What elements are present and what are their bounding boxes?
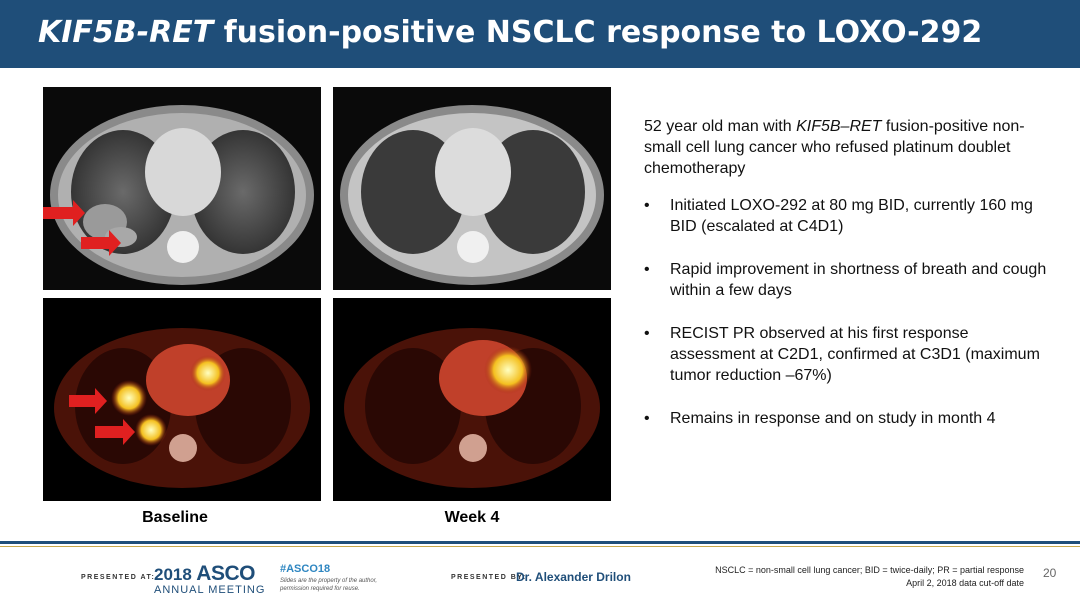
- ct-scan-week4: [333, 87, 611, 290]
- title-rest: fusion-positive NSCLC response to LOXO-2…: [213, 15, 983, 50]
- pet-scan-baseline: [43, 298, 321, 501]
- case-bullet: Remains in response and on study in mont…: [644, 408, 1054, 429]
- meeting-org: ASCO: [196, 562, 255, 585]
- case-bullet: RECIST PR observed at his first response…: [644, 323, 1054, 386]
- title-bar: KIF5B-RET fusion-positive NSCLC response…: [0, 0, 1080, 68]
- case-intro: 52 year old man with KIF5B–RET fusion-po…: [644, 116, 1054, 179]
- intro-gene-fusion: KIF5B–RET: [796, 118, 882, 135]
- case-bullet-list: Initiated LOXO-292 at 80 mg BID, current…: [644, 195, 1054, 429]
- ct-scan-baseline: [43, 87, 321, 290]
- case-bullet: Initiated LOXO-292 at 80 mg BID, current…: [644, 195, 1054, 237]
- slide-title: KIF5B-RET fusion-positive NSCLC response…: [38, 12, 982, 54]
- case-summary: 52 year old man with KIF5B–RET fusion-po…: [644, 116, 1054, 451]
- presented-at-label: PRESENTED AT:: [81, 574, 156, 581]
- intro-text-2: fusion-positive non-small cell lung canc…: [644, 118, 1025, 177]
- slide-ownership-note: Slides are the property of the author, p…: [280, 578, 378, 592]
- title-gene-fusion: KIF5B-RET: [38, 15, 214, 50]
- case-bullet: Rapid improvement in shortness of breath…: [644, 259, 1054, 301]
- abbreviations-footnote: NSCLC = non-small cell lung cancer; BID …: [715, 564, 1024, 590]
- intro-text-1: 52 year old man with: [644, 118, 797, 135]
- caption-week4: Week 4: [444, 509, 500, 526]
- footer-divider: [0, 541, 1080, 544]
- presented-by-label: PRESENTED BY:: [451, 574, 527, 581]
- presenter-name: Dr. Alexander Drilon: [516, 570, 631, 584]
- abbreviations: NSCLC = non-small cell lung cancer; BID …: [715, 565, 1024, 575]
- page-number: 20: [1043, 566, 1057, 580]
- data-cutoff: April 2, 2018 data cut-off date: [906, 578, 1024, 588]
- caption-baseline: Baseline: [142, 509, 208, 526]
- pet-scan-week4: [333, 298, 611, 501]
- asco-logo: 2018 ASCO ANNUAL MEETING: [154, 562, 264, 596]
- footer-divider-accent: [0, 546, 1080, 547]
- meeting-year: 2018: [154, 565, 192, 584]
- hashtag: #ASCO18: [280, 563, 331, 575]
- meeting-name: ANNUAL MEETING: [154, 584, 266, 596]
